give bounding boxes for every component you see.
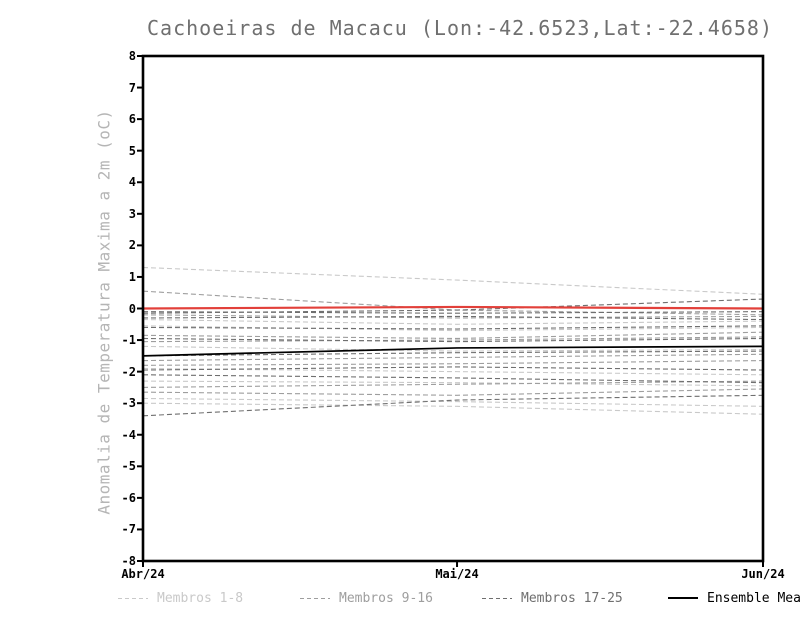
ensemble-member-line [142,325,764,332]
legend-item: Membros 17-25 [482,589,623,607]
page-title: Cachoeiras de Macacu (Lon:-42.6523,Lat:-… [147,16,773,40]
ensemble-member-line [142,374,764,384]
ensemble-member-line [142,353,764,362]
y-tick-label: 3 [128,206,136,221]
ensemble-member-line [142,345,764,352]
ensemble-member-line [142,388,764,396]
legend-label: Membros 9-16 [339,590,433,606]
ensemble-member-line [142,311,764,314]
y-tick-label: -8 [121,554,136,568]
y-tick-label: -4 [121,427,136,442]
legend-label: Membros 17-25 [521,590,623,606]
dashed-line-swatch-icon [118,597,148,599]
ensemble-member-line [142,397,764,407]
ensemble-member-line [142,325,764,330]
ensemble-member-line [142,380,764,387]
y-tick-label: 2 [128,238,136,253]
ensemble-mean-line [142,345,764,357]
ensemble-member-line [142,380,764,388]
legend-label: Membros 1-8 [157,590,244,606]
y-tick-label: 7 [128,80,136,95]
y-tick-label: -6 [121,490,136,505]
legend: Membros 1-8 Membros 9-16 Membros 17-25 Ense… [0,589,800,609]
ensemble-member-line [142,298,764,314]
y-tick-label: -3 [121,396,136,411]
zero-anomaly-line [142,305,764,310]
y-tick-label: 8 [128,49,136,63]
y-tick-label: -7 [121,522,136,537]
ensemble-member-line [142,336,764,343]
y-tick-label: 4 [128,175,136,190]
y-tick-label: -5 [121,459,136,474]
ensemble-member-line [142,318,764,325]
dashed-line-swatch-icon [482,597,512,599]
legend-item: Membros 9-16 [300,589,433,607]
ensemble-member-line [142,337,764,343]
legend-item: Ensemble Mean [668,589,800,607]
y-tick-label: 0 [128,301,136,316]
legend-item: Membros 1-8 [118,589,243,607]
y-tick-label: 1 [128,269,136,284]
ensemble-member-line [142,331,764,340]
dashed-line-swatch-icon [300,597,330,599]
x-tick-label: Abr/24 [121,567,165,581]
ensemble-member-line [142,394,764,417]
y-tick-label: 5 [128,143,136,158]
ensemble-member-line [142,366,764,371]
y-tick-label: -1 [121,333,136,348]
ensemble-member-line [142,266,764,295]
legend-label: Ensemble Mean [707,590,800,606]
x-tick-label: Mai/24 [435,567,479,581]
ensemble-member-line [142,315,764,321]
ensemble-member-line [142,402,764,415]
x-tick-label: Jun/24 [741,567,785,581]
ensemble-member-line [142,360,764,366]
y-tick-label: -2 [121,364,136,379]
ensemble-member-line [142,290,764,316]
ensemble-member-line [142,314,764,319]
ensemble-member-line [142,367,764,376]
solid-line-swatch-icon [668,597,698,599]
y-tick-label: 6 [128,112,136,127]
ensemble-member-line [142,350,764,357]
